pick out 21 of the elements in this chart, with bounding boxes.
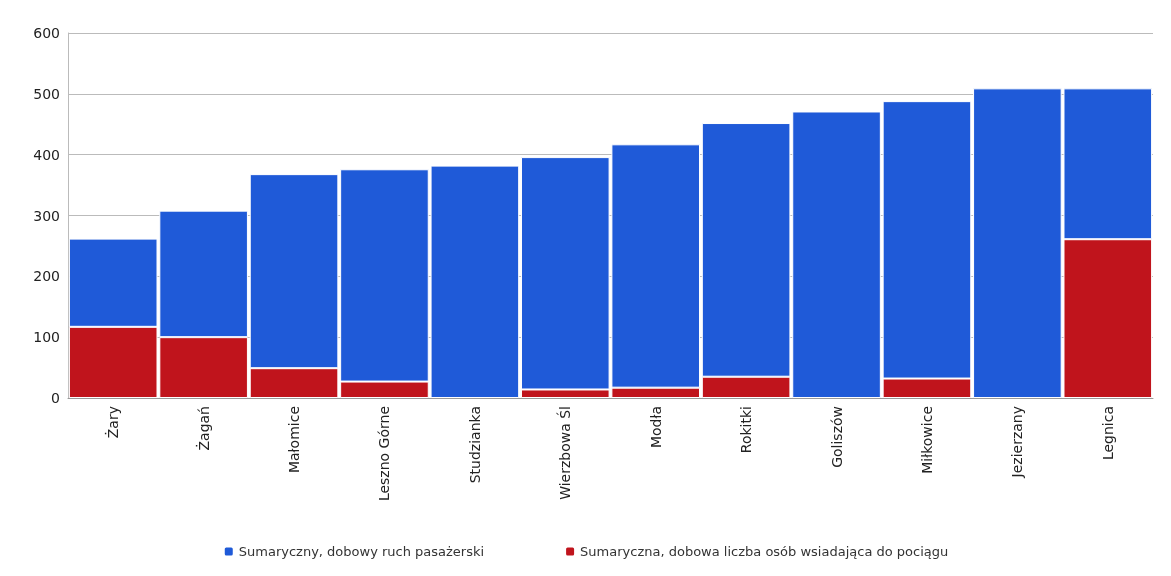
x-tick-label: Legnica	[1099, 406, 1116, 461]
y-tick-label: 500	[33, 85, 60, 102]
y-tick-label: 600	[33, 25, 60, 41]
x-tick-label: Rokitki	[738, 406, 755, 454]
x-tick-label: Studzianka	[466, 406, 483, 484]
y-tick-label: 400	[33, 146, 60, 163]
legend-label: Sumaryczny, dobowy ruch pasażerski	[238, 544, 485, 559]
y-tick-label: 300	[33, 207, 60, 224]
x-tick-label: Leszno Górne	[376, 406, 393, 502]
x-tick-label: Żary	[104, 406, 122, 439]
x-tick-label: Miłkowice	[918, 406, 935, 474]
x-tick-label: Małomice	[286, 406, 303, 474]
y-tick-label: 100	[33, 329, 60, 346]
x-tick-label: Wierzbowa Śl	[556, 406, 574, 500]
x-tick-label: Modła	[647, 406, 664, 449]
x-tick-label: Żagań	[194, 406, 212, 451]
x-tick-label: Goliszów	[828, 406, 845, 468]
y-tick-label: 200	[33, 268, 60, 285]
legend-label: Sumaryczna, dobowa liczba osób wsiadająca do pociągu	[580, 544, 949, 559]
x-tick-label: Jezierzany	[1009, 406, 1026, 479]
y-tick-label: 0	[51, 390, 60, 406]
